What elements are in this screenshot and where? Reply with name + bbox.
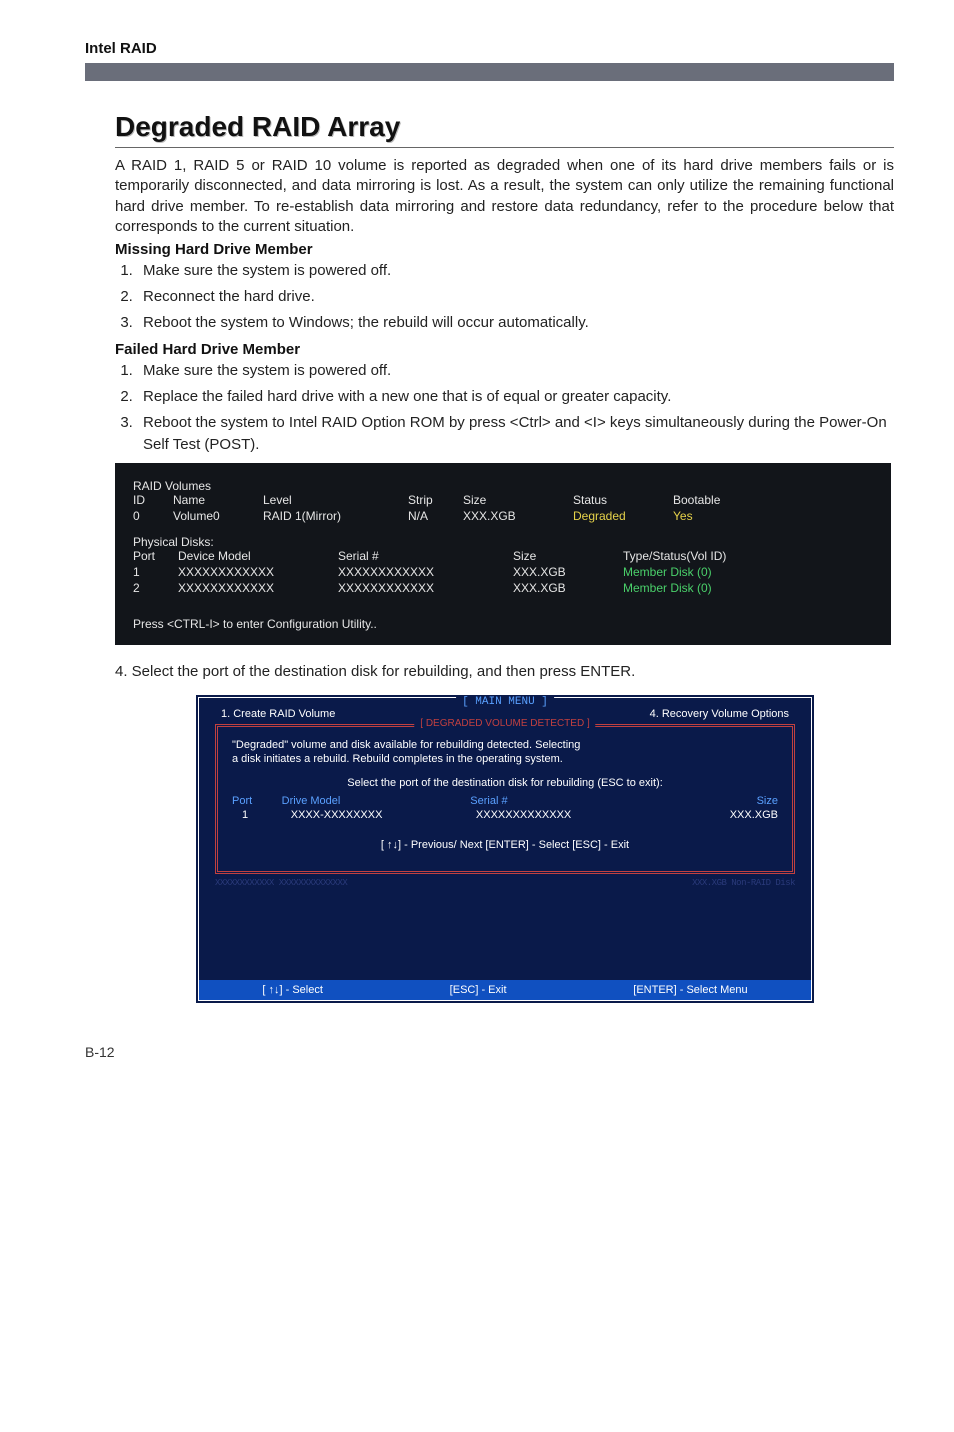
cell: XXXX-XXXXXXXX xyxy=(291,809,476,821)
col-size: Size xyxy=(679,795,778,807)
cell: XXX.XGB xyxy=(513,565,623,579)
col-status: Status xyxy=(573,493,673,507)
col-serial: Serial # xyxy=(470,795,678,807)
foot-menu: [ENTER] - Select Menu xyxy=(633,984,747,996)
col-port: Port xyxy=(232,795,282,807)
phys-row: 2 XXXXXXXXXXXX XXXXXXXXXXXX XXX.XGB Memb… xyxy=(133,581,873,595)
foot-exit: [ESC] - Exit xyxy=(450,984,507,996)
col-strip: Strip xyxy=(408,493,463,507)
cell-status: Degraded xyxy=(573,509,673,523)
option-rom-dialog: [ MAIN MENU ] 1. Create RAID Volume 4. R… xyxy=(195,694,815,1004)
missing-heading: Missing Hard Drive Member xyxy=(115,241,894,258)
page-title: Degraded RAID Array xyxy=(115,111,894,148)
raid-vol-cols: ID Name Level Strip Size Status Bootable xyxy=(133,493,873,507)
col-model: Device Model xyxy=(178,549,338,563)
degraded-msg-1: "Degraded" volume and disk available for… xyxy=(232,739,778,751)
degraded-title: [ DEGRADED VOLUME DETECTED ] xyxy=(414,718,595,729)
cell: 1 xyxy=(232,809,291,821)
degraded-volume-panel: [ DEGRADED VOLUME DETECTED ] "Degraded" … xyxy=(215,724,795,874)
step: Reboot the system to Intel RAID Option R… xyxy=(137,412,894,456)
col-size: Size xyxy=(513,549,623,563)
col-level: Level xyxy=(263,493,408,507)
cell: 2 xyxy=(133,581,178,595)
step: Reconnect the hard drive. xyxy=(137,286,894,308)
cell: XXX.XGB xyxy=(463,509,573,523)
rom-table-row[interactable]: 1 XXXX-XXXXXXXX XXXXXXXXXXXXX XXX.XGB xyxy=(232,809,778,821)
step: Make sure the system is powered off. xyxy=(137,360,894,382)
col-model: Drive Model xyxy=(282,795,471,807)
phys-cols: Port Device Model Serial # Size Type/Sta… xyxy=(133,549,873,563)
bios-raid-status-box: RAID Volumes ID Name Level Strip Size St… xyxy=(115,463,891,645)
cell-type: Member Disk (0) xyxy=(623,581,793,595)
failed-heading: Failed Hard Drive Member xyxy=(115,341,894,358)
col-name: Name xyxy=(173,493,263,507)
rom-footer-bar: [ ↑↓] - Select [ESC] - Exit [ENTER] - Se… xyxy=(199,980,811,1000)
foot-select: [ ↑↓] - Select xyxy=(262,984,323,996)
menu-option-4[interactable]: 4. Recovery Volume Options xyxy=(650,708,789,720)
cell-boot: Yes xyxy=(673,509,763,523)
menu-option-1[interactable]: 1. Create RAID Volume xyxy=(221,708,335,720)
step-4: 4. Select the port of the destination di… xyxy=(115,663,894,680)
cell: RAID 1(Mirror) xyxy=(263,509,408,523)
col-id: ID xyxy=(133,493,173,507)
rom-table-head: Port Drive Model Serial # Size xyxy=(232,795,778,807)
degraded-msg-2: a disk initiates a rebuild. Rebuild comp… xyxy=(232,753,778,765)
cell: XXXXXXXXXXXX xyxy=(338,581,513,595)
physical-disks-header: Physical Disks: xyxy=(133,535,873,549)
step: Replace the failed hard drive with a new… xyxy=(137,386,894,408)
section-label: Intel RAID xyxy=(85,40,894,57)
cell-type: Member Disk (0) xyxy=(623,565,793,579)
cell: Volume0 xyxy=(173,509,263,523)
cell: XXXXXXXXXXXXX xyxy=(476,809,681,821)
ghost-row: XXXXXXXXXXXX XXXXXXXXXXXXXX XXX.XGB Non-… xyxy=(199,878,811,890)
raid-vol-row: 0 Volume0 RAID 1(Mirror) N/A XXX.XGB Deg… xyxy=(133,509,873,523)
cell: XXXXXXXXXXXX xyxy=(338,565,513,579)
cell: XXX.XGB xyxy=(513,581,623,595)
missing-steps: Make sure the system is powered off. Rec… xyxy=(115,260,894,333)
raid-volumes-header: RAID Volumes xyxy=(133,479,873,493)
cell: 1 xyxy=(133,565,178,579)
main-menu-label: [ MAIN MENU ] xyxy=(456,696,554,708)
col-boot: Bootable xyxy=(673,493,763,507)
header-bar xyxy=(85,63,894,81)
step: Reboot the system to Windows; the rebuil… xyxy=(137,312,894,334)
col-serial: Serial # xyxy=(338,549,513,563)
failed-steps: Make sure the system is powered off. Rep… xyxy=(115,360,894,455)
intro-paragraph: A RAID 1, RAID 5 or RAID 10 volume is re… xyxy=(115,156,894,237)
col-port: Port xyxy=(133,549,178,563)
rom-key-hints: [ ↑↓] - Previous/ Next [ENTER] - Select … xyxy=(232,839,778,851)
cell: XXX.XGB xyxy=(681,809,778,821)
cell: XXXXXXXXXXXX xyxy=(178,581,338,595)
step: Make sure the system is powered off. xyxy=(137,260,894,282)
col-type: Type/Status(Vol ID) xyxy=(623,549,793,563)
page-number: B-12 xyxy=(85,1044,894,1060)
cell: 0 xyxy=(133,509,173,523)
bios-footer-hint: Press <CTRL-I> to enter Configuration Ut… xyxy=(133,617,873,631)
ghost-right: XXX.XGB Non-RAID Disk xyxy=(692,878,795,888)
col-size: Size xyxy=(463,493,573,507)
cell: N/A xyxy=(408,509,463,523)
ghost-left: XXXXXXXXXXXX XXXXXXXXXXXXXX xyxy=(215,878,347,888)
select-prompt: Select the port of the destination disk … xyxy=(232,777,778,789)
cell: XXXXXXXXXXXX xyxy=(178,565,338,579)
phys-row: 1 XXXXXXXXXXXX XXXXXXXXXXXX XXX.XGB Memb… xyxy=(133,565,873,579)
